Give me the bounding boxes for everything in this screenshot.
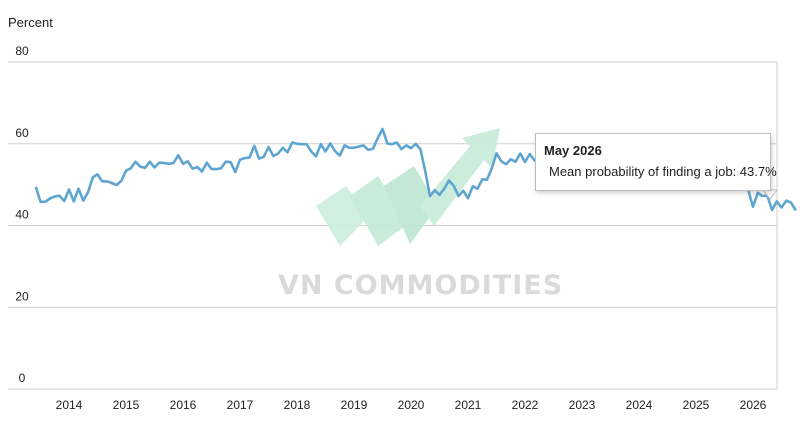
y-tick-label: 40: [15, 208, 29, 222]
tooltip-row: Mean probability of finding a job: 43.7%: [544, 164, 777, 179]
x-tick-label: 2019: [341, 398, 368, 412]
data-tooltip: May 2026 Mean probability of finding a j…: [535, 133, 777, 191]
x-tick-label: 2020: [398, 398, 425, 412]
x-tick-label: 2023: [569, 398, 596, 412]
tooltip-separator: :: [732, 164, 740, 179]
y-tick-label: 0: [19, 371, 26, 385]
x-tick-label: 2025: [683, 398, 710, 412]
y-tick-labels: 0 20 40 60 80: [15, 44, 29, 385]
x-tick-label: 2022: [512, 398, 539, 412]
y-tick-label: 20: [15, 289, 29, 303]
y-tick-label: 60: [15, 126, 29, 140]
tooltip-title: May 2026: [544, 143, 602, 158]
y-tick-label: 80: [15, 44, 29, 58]
tooltip-value: 43.7%: [739, 164, 777, 179]
x-tick-label: 2021: [455, 398, 482, 412]
x-tick-label: 2024: [626, 398, 653, 412]
x-tick-label: 2026: [740, 398, 767, 412]
tooltip-series-name: Mean probability of finding a job: [549, 164, 733, 179]
x-tick-label: 2018: [284, 398, 311, 412]
watermark: VN COMMODITIES: [278, 128, 563, 301]
watermark-logo-icon: [316, 128, 500, 246]
watermark-text: VN COMMODITIES: [278, 270, 563, 301]
x-tick-label: 2014: [56, 398, 83, 412]
y-axis-title: Percent: [8, 15, 53, 30]
x-tick-labels: 2014 2015 2016 2017 2018 2019 2020 2021 2022 2023…: [56, 398, 767, 412]
x-tick-label: 2015: [113, 398, 140, 412]
x-tick-label: 2017: [227, 398, 254, 412]
x-tick-label: 2016: [170, 398, 197, 412]
